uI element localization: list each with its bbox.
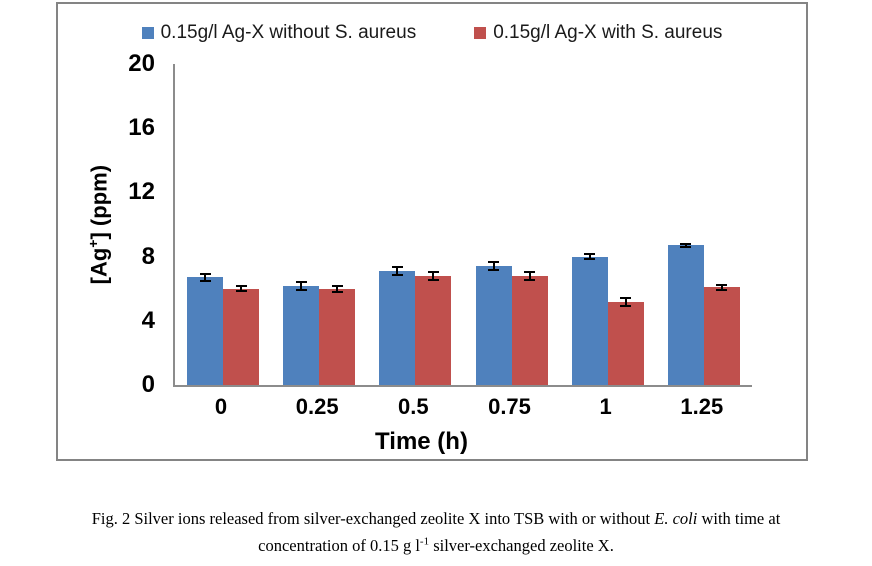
x-axis-tick-labels: 0 0.25 0.5 0.75 1 1.25 xyxy=(173,394,750,424)
error-bar-line xyxy=(720,283,723,291)
legend-label: 0.15g/l Ag-X without S. aureus xyxy=(160,22,417,43)
error-bar xyxy=(620,296,632,307)
error-bar xyxy=(199,273,211,282)
error-bar-line xyxy=(492,261,495,272)
legend-marker-icon xyxy=(141,27,154,39)
chart-legend: 0.15g/l Ag-X without S. aureus 0.15g/l Ag… xyxy=(58,22,806,44)
error-bar-cap-bottom xyxy=(524,278,536,281)
error-bar-cap-bottom xyxy=(427,278,439,281)
bar-series2-t1.25 xyxy=(703,287,740,385)
y-tick-label: 8 xyxy=(141,242,155,270)
caption-text: with time at xyxy=(697,509,781,528)
error-bar-line xyxy=(528,270,531,281)
x-tick-label: 1 xyxy=(599,394,612,419)
bar-series2-t1 xyxy=(607,301,644,385)
bar-series2-t0.75 xyxy=(511,275,548,385)
x-tick-label: 0 xyxy=(214,394,228,419)
y-tick-label: 4 xyxy=(141,306,155,334)
bar-series1-t0.5 xyxy=(379,271,416,385)
bar-series1-t1 xyxy=(571,256,608,385)
error-bar-cap-bottom xyxy=(331,290,343,293)
bar-series1-t0 xyxy=(187,277,224,385)
error-bar-line xyxy=(396,266,399,277)
y-tick-label: 12 xyxy=(128,178,155,206)
bar-series2-t0.5 xyxy=(415,275,452,385)
error-bar xyxy=(524,270,536,281)
error-bar xyxy=(235,285,247,293)
error-bar-cap-bottom xyxy=(620,304,632,307)
caption-line2: concentration of 0.15 g l-1 silver-excha… xyxy=(258,535,614,555)
caption-text: silver-exchanged zeolite X. xyxy=(429,535,614,555)
bar-series1-t0.75 xyxy=(475,266,512,385)
error-bar-cap-top xyxy=(391,266,403,269)
x-tick-label: 0.75 xyxy=(488,394,531,419)
error-bar-line xyxy=(684,242,687,248)
error-bar-cap-top xyxy=(488,261,500,264)
error-bar xyxy=(488,261,500,272)
error-bar xyxy=(680,242,692,248)
bar-series2-t0.25 xyxy=(319,288,356,385)
error-bar-cap-bottom xyxy=(235,290,247,293)
error-bar-cap-top xyxy=(584,253,596,256)
error-bar-line xyxy=(588,253,591,261)
caption-text: Fig. 2 Silver ions released from silver-… xyxy=(91,509,655,528)
caption-italic-species: E. coli xyxy=(654,509,698,528)
y-axis-tick-labels: 0 4 8 12 16 20 xyxy=(58,50,163,398)
legend-marker-icon xyxy=(474,27,487,39)
x-tick-label: 0.25 xyxy=(295,394,339,419)
y-tick-label: 0 xyxy=(141,371,155,398)
error-bar-cap-top xyxy=(680,242,692,245)
bar-series1-t1.25 xyxy=(667,245,704,385)
error-bar xyxy=(331,284,343,293)
error-bar-line xyxy=(432,270,435,281)
legend-label: 0.15g/l Ag-X with S. aureus xyxy=(493,22,723,43)
legend-item: 0.15g/l Ag-X with S. aureus xyxy=(474,22,722,44)
error-bar-cap-bottom xyxy=(199,279,211,282)
x-tick-label: 1.25 xyxy=(680,394,724,419)
figure-caption: Fig. 2 Silver ions released from silver-… xyxy=(0,508,872,557)
error-bar-cap-top xyxy=(716,283,728,286)
error-bar-line xyxy=(240,285,243,293)
error-bar-line xyxy=(300,280,303,291)
error-bar-cap-top xyxy=(524,270,536,273)
y-tick-label: 20 xyxy=(128,50,155,77)
caption-line1: Fig. 2 Silver ions released from silver-… xyxy=(92,509,781,528)
error-bar xyxy=(295,280,307,291)
error-bar xyxy=(584,253,596,261)
error-bar-cap-top xyxy=(331,284,343,287)
error-bar-cap-bottom xyxy=(584,258,596,261)
error-bar xyxy=(716,283,728,291)
plot-area xyxy=(173,64,752,387)
error-bar xyxy=(427,270,439,281)
error-bar-cap-bottom xyxy=(488,269,500,272)
error-bar-cap-bottom xyxy=(716,288,728,291)
x-axis-title: Time (h) xyxy=(375,428,468,455)
error-bar-cap-top xyxy=(295,280,307,283)
caption-superscript: -1 xyxy=(419,535,430,547)
bar-series2-t0 xyxy=(223,288,260,385)
error-bar-cap-top xyxy=(235,285,247,288)
caption-text: concentration of 0.15 g l xyxy=(258,535,420,555)
bar-series1-t0.25 xyxy=(283,285,320,385)
error-bar-cap-top xyxy=(199,273,211,276)
chart-container: 0.15g/l Ag-X without S. aureus 0.15g/l Ag… xyxy=(56,2,808,461)
error-bar-line xyxy=(336,284,339,293)
error-bar-cap-bottom xyxy=(391,274,403,277)
error-bar-line xyxy=(204,273,207,282)
error-bar-cap-top xyxy=(427,270,439,273)
error-bar xyxy=(391,266,403,277)
error-bar-cap-top xyxy=(620,296,632,299)
error-bar-cap-bottom xyxy=(680,245,692,248)
legend-item: 0.15g/l Ag-X without S. aureus xyxy=(141,22,417,44)
error-bar-cap-bottom xyxy=(295,288,307,291)
x-tick-label: 0.5 xyxy=(398,394,429,419)
y-tick-label: 16 xyxy=(128,114,155,142)
error-bar-line xyxy=(624,296,627,307)
